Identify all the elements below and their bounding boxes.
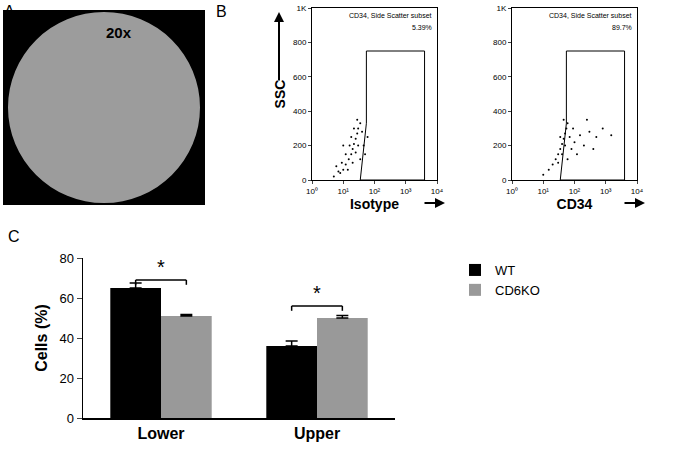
svg-text:Lower: Lower	[137, 425, 184, 442]
svg-text:A: A	[4, 3, 15, 20]
svg-text:WT: WT	[495, 263, 515, 278]
svg-text:20x: 20x	[106, 24, 132, 41]
svg-text:0: 0	[302, 176, 307, 185]
svg-text:0: 0	[502, 176, 507, 185]
svg-text:10⁰: 10⁰	[506, 187, 518, 196]
svg-text:Upper: Upper	[294, 425, 340, 442]
svg-text:20: 20	[59, 371, 73, 386]
svg-text:80: 80	[59, 251, 73, 266]
svg-text:CD34, Side Scatter subset: CD34, Side Scatter subset	[349, 12, 432, 19]
svg-text:10⁴: 10⁴	[431, 187, 444, 196]
svg-text:10²: 10²	[369, 187, 381, 196]
svg-text:Cells (%): Cells (%)	[33, 304, 50, 372]
svg-text:10¹: 10¹	[537, 187, 549, 196]
svg-text:1K: 1K	[297, 4, 307, 13]
svg-text:5.39%: 5.39%	[412, 24, 432, 31]
svg-text:CD34: CD34	[557, 196, 593, 212]
svg-text:200: 200	[293, 141, 307, 150]
svg-text:89.7%: 89.7%	[612, 24, 632, 31]
svg-text:0: 0	[67, 411, 74, 426]
svg-text:B: B	[216, 3, 227, 20]
svg-text:600: 600	[293, 73, 307, 82]
svg-text:10³: 10³	[600, 187, 612, 196]
svg-text:10⁴: 10⁴	[631, 187, 644, 196]
svg-text:C: C	[8, 228, 20, 245]
svg-text:10³: 10³	[400, 187, 412, 196]
svg-text:CD6KO: CD6KO	[495, 283, 540, 298]
svg-text:SSC: SSC	[272, 80, 288, 109]
svg-text:10²: 10²	[569, 187, 581, 196]
svg-text:600: 600	[493, 73, 507, 82]
svg-text:10⁰: 10⁰	[306, 187, 318, 196]
svg-text:1K: 1K	[497, 4, 507, 13]
svg-text:200: 200	[493, 141, 507, 150]
svg-text:10¹: 10¹	[337, 187, 349, 196]
svg-text:*: *	[313, 282, 321, 304]
svg-text:800: 800	[293, 38, 307, 47]
svg-text:60: 60	[59, 291, 73, 306]
svg-text:40: 40	[59, 331, 73, 346]
svg-text:CD34, Side Scatter subset: CD34, Side Scatter subset	[549, 12, 632, 19]
svg-text:*: *	[157, 256, 165, 278]
svg-text:800: 800	[493, 38, 507, 47]
svg-text:400: 400	[493, 107, 507, 116]
svg-text:Isotype: Isotype	[350, 196, 399, 212]
svg-text:400: 400	[293, 107, 307, 116]
